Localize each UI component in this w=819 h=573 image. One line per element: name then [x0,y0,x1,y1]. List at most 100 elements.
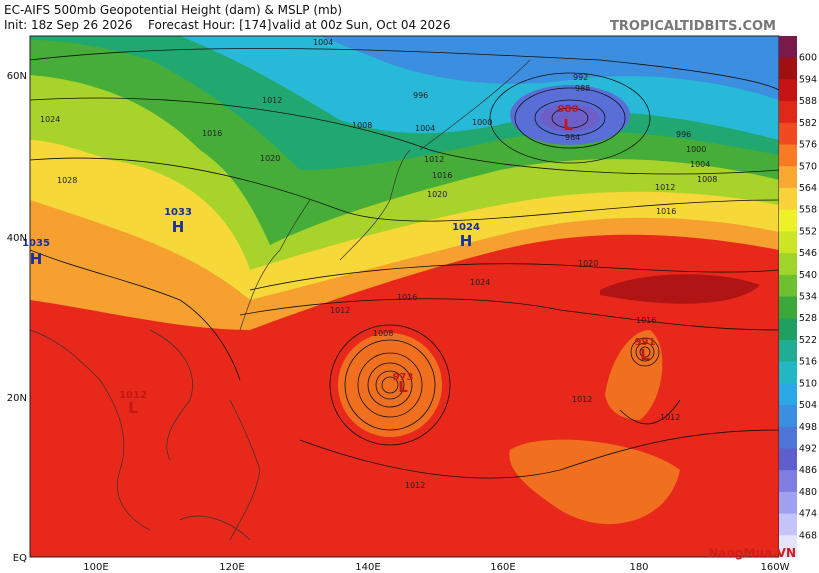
colorbar-label: 576 [799,140,817,151]
colorbar-label: 468 [799,530,817,541]
colorbar-label: 582 [799,118,817,129]
isobar-label: 1008 [352,121,372,130]
colorbar-swatch [779,535,797,558]
isobar-label: 984 [565,133,580,142]
colorbar-label: 492 [799,443,817,454]
isobar-label: 1016 [636,316,656,325]
center-value: 1035 [22,238,50,249]
colorbar-swatch [779,166,797,189]
isobar-label: 1004 [313,38,333,47]
colorbar-swatch [779,122,797,146]
colorbar-swatch [779,513,797,536]
lat-label: 60N [7,71,27,82]
isobar-label: 1016 [397,293,417,302]
watermark: NangMua.VN [708,546,796,560]
colorbar-label: 534 [799,292,817,303]
isobar-label: 1020 [427,190,447,199]
colorbar-label: 474 [799,509,817,520]
colorbar-label: 510 [799,378,817,389]
lon-label: 100E [83,562,108,573]
isobar-label: 1012 [424,155,444,164]
isobar-label: 1012 [405,481,425,490]
site-name: TROPICALTIDBITS.COM [610,19,776,34]
isobar-label: 1000 [472,118,492,127]
isobar-label: 1004 [415,124,435,133]
lon-label: 180 [629,562,648,573]
isobar-label: 1008 [697,175,717,184]
isobar-label: 1000 [686,145,706,154]
lon-label: 160W [761,562,790,573]
colorbar-swatch [779,470,797,493]
colorbar-swatch [779,231,797,254]
colorbar-label: 540 [799,270,817,281]
colorbar-swatch [779,383,797,406]
center-value: 1012 [119,390,147,401]
lat-label: 40N [7,233,27,244]
map: 1004 1012 996 1008 1004 1000 992 988 984… [22,35,780,558]
colorbar-label: 588 [799,96,817,107]
isobar-label: 1020 [578,259,598,268]
isobar-label: 1012 [572,395,592,404]
high-marker: H [30,250,43,268]
center-value: 980 [558,104,579,115]
low-marker: L [128,399,138,417]
isobar-label: 992 [573,73,588,82]
isobar-label: 1024 [470,278,490,287]
isobar-label: 1024 [40,115,60,124]
axes: 60N 40N 20N EQ 100E 120E 140E 160E 180 160W [7,71,790,573]
colorbar-swatch [779,209,797,232]
colorbar-swatch [779,101,797,124]
isobar-label: 1004 [690,160,710,169]
colorbar-swatch [779,448,797,471]
high-marker: H [172,218,185,236]
isobar-label: 1020 [260,154,280,163]
colorbar-swatch [779,318,797,341]
colorbar-swatch [779,426,797,449]
isobar-label: 1016 [202,129,222,138]
isobar-label: 1012 [330,306,350,315]
isobar-label: 996 [413,91,428,100]
low-marker: L [398,378,408,396]
colorbar-label: 600 [799,53,817,64]
colorbar-label: 594 [799,74,817,85]
colorbar-label: 504 [799,400,817,411]
colorbar-label: 486 [799,465,817,476]
colorbar-swatch [779,144,797,167]
colorbar-label: 528 [799,313,817,324]
colorbar-label: 552 [799,226,817,237]
lat-label: EQ [13,553,27,564]
colorbar-label: 564 [799,183,817,194]
colorbar-swatch [779,274,797,297]
valid-time: valid at 00z Sun, Oct 04 2026 [272,18,450,32]
colorbar-swatch [779,79,797,102]
center-value: 1033 [164,207,192,218]
isobar-label: 1012 [262,96,282,105]
center-value: 991 [635,337,656,348]
low-marker: L [640,346,650,364]
colorbar-label: 498 [799,422,817,433]
lon-label: 120E [219,562,244,573]
forecast-hour: Forecast Hour: [174] [148,18,271,32]
colorbar-swatch [779,36,797,59]
center-value: 973 [393,372,414,383]
colorbar-label: 546 [799,248,817,259]
isobar-label: 1008 [373,329,393,338]
isobar-label: 1012 [655,183,675,192]
colorbar-swatch [779,405,797,428]
init-time: Init: 18z Sep 26 2026 [4,18,132,32]
lon-label: 140E [355,562,380,573]
colorbar-swatch [779,339,797,363]
colorbar-swatch [779,187,797,211]
lat-label: 20N [7,393,27,404]
isobar-label: 1012 [660,413,680,422]
title: EC-AIFS 500mb Geopotential Height (dam) … [4,3,342,17]
colorbar-label: 558 [799,205,817,216]
isobar-label: 1028 [57,176,77,185]
isobar-labels: 1004 1012 996 1008 1004 1000 992 988 984… [40,38,717,490]
isobar-label: 1016 [656,207,676,216]
colorbar: 600 594 588 582 576 570 564 558 552 546 540 534 528 5… [779,36,817,558]
high-marker: H [460,232,473,250]
